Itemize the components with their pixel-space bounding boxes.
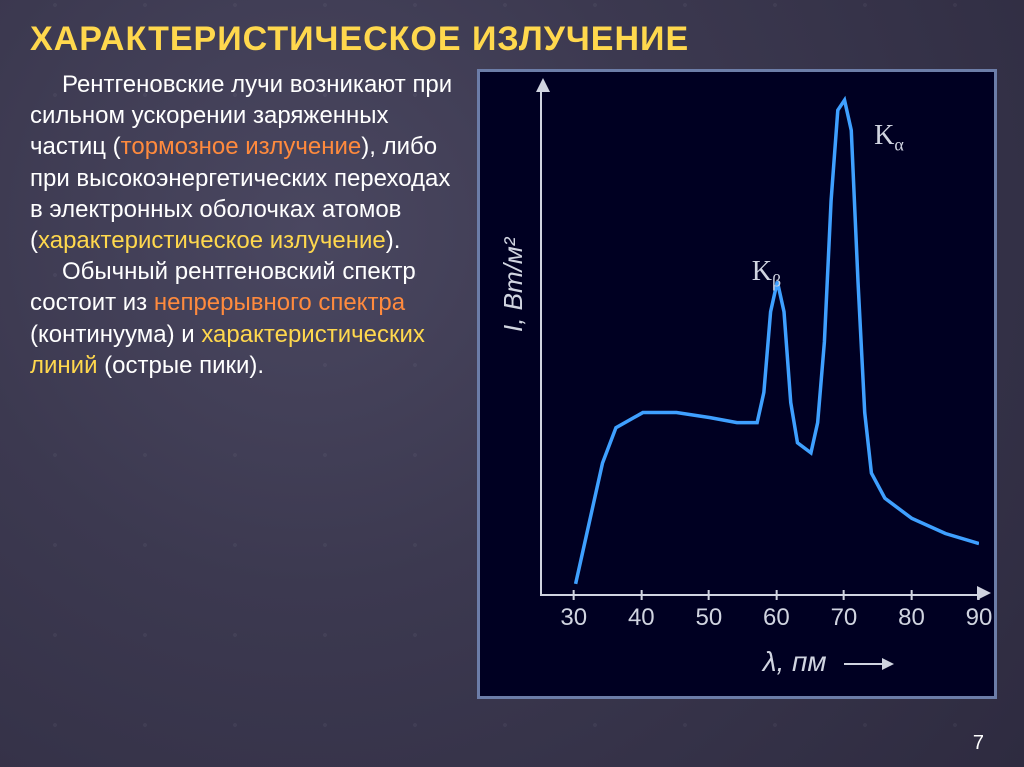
p2-e: (острые пики). xyxy=(97,352,264,379)
paragraph-2: Обычный рентгеновский спектр состоит из … xyxy=(30,256,460,381)
p1-d-highlight: характеристическое излучение xyxy=(38,227,386,254)
x-tick: 60 xyxy=(763,604,790,632)
chart-column: Kβ Kα I, Вт/м² 30 40 50 60 70 80 90 λ, пм xyxy=(470,69,1004,699)
slide-title: ХАРАКТЕРИСТИЧЕСКОЕ ИЗЛУЧЕНИЕ xyxy=(0,0,1024,69)
tick-mark-icon xyxy=(978,590,980,600)
p2-b-highlight: непрерывного спектра xyxy=(154,289,405,316)
tick-mark-icon xyxy=(775,590,777,600)
peak-label: Kβ xyxy=(752,256,781,292)
plot-area: Kβ Kα xyxy=(540,90,979,596)
tick-mark-icon xyxy=(708,590,710,600)
x-tick: 70 xyxy=(831,604,858,632)
x-tick: 90 xyxy=(966,604,993,632)
paragraph-1: Рентгеновские лучи возникают при сильном… xyxy=(30,69,460,256)
tick-mark-icon xyxy=(573,590,575,600)
text-column: Рентгеновские лучи возникают при сильном… xyxy=(30,69,470,699)
y-axis-label: I, Вт/м² xyxy=(498,238,529,332)
peak-label: Kα xyxy=(874,120,904,156)
p1-b-highlight: тормозное излучение xyxy=(121,133,362,160)
x-tick: 40 xyxy=(628,604,655,632)
x-tick: 30 xyxy=(560,604,587,632)
spectrum-curve xyxy=(542,90,979,594)
p1-e: ). xyxy=(386,227,401,254)
x-axis-label-text: λ, пм xyxy=(763,646,827,677)
x-axis-label: λ, пм xyxy=(763,646,885,678)
x-axis-ticks: 30405060708090 xyxy=(540,604,979,634)
x-axis-label-arrow-icon xyxy=(844,663,884,665)
content-row: Рентгеновские лучи возникают при сильном… xyxy=(0,69,1024,699)
page-number: 7 xyxy=(973,732,984,755)
tick-mark-icon xyxy=(843,590,845,600)
tick-mark-icon xyxy=(910,590,912,600)
chart-frame: Kβ Kα I, Вт/м² 30 40 50 60 70 80 90 λ, пм xyxy=(477,69,997,699)
p2-c: (континуума) и xyxy=(30,321,201,348)
tick-mark-icon xyxy=(640,590,642,600)
x-tick: 50 xyxy=(695,604,722,632)
x-tick: 80 xyxy=(898,604,925,632)
